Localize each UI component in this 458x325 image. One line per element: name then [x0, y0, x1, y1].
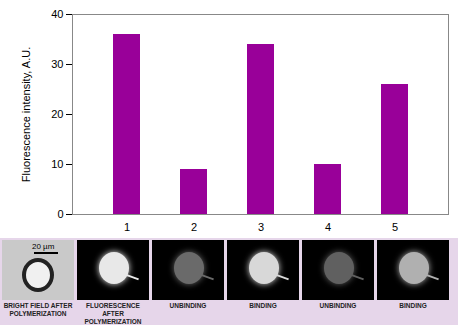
svg-text:1: 1 — [124, 221, 130, 233]
html-text:BRIGHT FIELD AFTER POLYMERIZAT: BRIGHT FIELD AFTER POLYMERIZATION — [3, 302, 73, 317]
html-text:UNBINDING: UNBINDING — [169, 302, 207, 309]
svg-text:20: 20 — [51, 108, 63, 120]
svg-text:10: 10 — [51, 158, 63, 170]
html-text:BINDING: BINDING — [249, 302, 277, 309]
svg-text:2: 2 — [191, 221, 197, 233]
svg-text:4: 4 — [325, 221, 331, 233]
svg-text:40: 40 — [51, 8, 63, 20]
html-text:FLUORESCENCE AFTER POLYMERIZAT: FLUORESCENCE AFTER POLYMERIZATION — [84, 302, 142, 325]
html-text:UNBINDING: UNBINDING — [319, 302, 357, 309]
svg-text:Fluorescence intensity, A.U.: Fluorescence intensity, A.U. — [20, 47, 32, 183]
html-text:BINDING: BINDING — [399, 302, 427, 309]
html-text:20 µm: 20 µm — [32, 242, 55, 251]
svg-text:0: 0 — [57, 208, 63, 220]
svg-text:30: 30 — [51, 58, 63, 70]
svg-text:3: 3 — [258, 221, 264, 233]
svg-text:5: 5 — [392, 221, 398, 233]
